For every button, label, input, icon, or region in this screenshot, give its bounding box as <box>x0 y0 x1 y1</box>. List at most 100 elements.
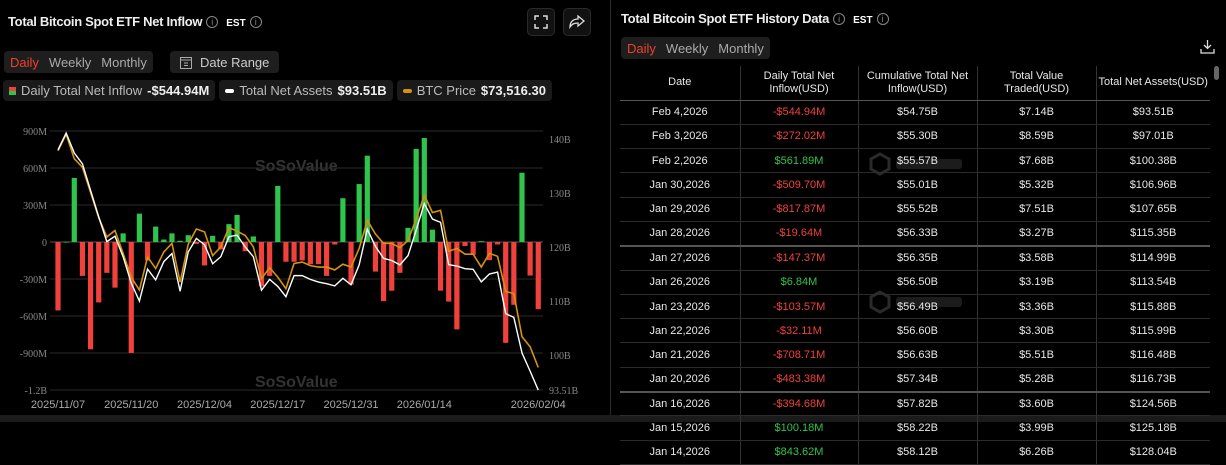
net-assets-cell: $106.96B <box>1096 172 1210 198</box>
net-assets-cell: $114.99B <box>1096 245 1210 271</box>
inflow-bar <box>470 242 476 255</box>
table-row[interactable]: Jan 14,2026 $843.62M $58.12B $6.26B $128.04B <box>620 440 1210 465</box>
y-left-tick-label: -600M <box>20 312 47 323</box>
date-cell: Jan 14,2026 <box>620 440 741 465</box>
daily-inflow-cell: -$817.87M <box>740 197 859 222</box>
info-icon[interactable]: i <box>249 15 262 28</box>
value-traded-cell: $3.60B <box>977 391 1097 417</box>
date-range-button[interactable]: Date Range <box>170 51 280 73</box>
info-icon[interactable]: i <box>876 12 889 25</box>
x-tick-label: 2026/01/14 <box>397 399 452 411</box>
fullscreen-button[interactable] <box>527 8 555 36</box>
inflow-bar <box>372 242 379 272</box>
watermark: SoSoValue <box>255 374 338 391</box>
daily-inflow-cell: -$103.57M <box>740 294 859 320</box>
tab-monthly[interactable]: Monthly <box>101 54 147 70</box>
date-cell: Jan 15,2026 <box>620 415 741 441</box>
date-cell: Jan 27,2026 <box>620 245 741 271</box>
inflow-bar <box>446 242 452 302</box>
daily-inflow-cell: -$147.37M <box>740 245 859 271</box>
table-row[interactable]: Jan 29,2026 -$817.87M $55.52B $7.51B $107.65… <box>620 197 1210 222</box>
value-traded-cell: $5.32B <box>977 172 1097 198</box>
net-inflow-chart[interactable]: 900M 600M 300M 0 -300M -600M -900M -1.2B 140B 130… <box>0 110 600 415</box>
daily-inflow-cell: -$32.11M <box>740 318 859 344</box>
inflow-bar <box>87 242 94 350</box>
inflow-bar <box>71 177 77 242</box>
daily-inflow-cell: -$394.68M <box>740 391 859 417</box>
y-right-tick-label: 130B <box>549 189 571 200</box>
watermark: SoSoValue <box>255 158 338 175</box>
cumulative-inflow-cell: $56.33B <box>858 221 978 247</box>
legend-btc-price[interactable]: BTC Price $73,516.30 <box>396 80 552 101</box>
cumulative-inflow-cell: $55.52B <box>858 197 978 222</box>
daily-inflow-cell: -$483.38M <box>740 367 859 393</box>
table-row[interactable]: Jan 27,2026 -$147.37M $56.35B $3.58B $114.99… <box>620 245 1210 271</box>
inflow-bar <box>153 226 159 242</box>
inflow-bar <box>527 242 533 276</box>
table-row[interactable]: Feb 3,2026 -$272.02M $55.30B $8.59B $97.01B <box>620 124 1210 150</box>
daily-inflow-cell: $6.84M <box>740 270 859 295</box>
table-row[interactable]: Jan 23,2026 -$103.57M $56.49B $3.36B $115.88… <box>620 294 1210 320</box>
inflow-bar <box>307 242 313 265</box>
info-icon[interactable]: i <box>833 12 846 25</box>
tab-weekly[interactable]: Weekly <box>48 54 92 70</box>
inflow-bar <box>340 198 346 242</box>
cumulative-inflow-cell: $54.75B <box>858 100 978 125</box>
cumulative-inflow-cell: $58.22B <box>858 415 978 441</box>
column-header-net-assets[interactable]: Total Net Assets(USD) <box>1096 66 1210 101</box>
tab-daily[interactable]: Daily <box>10 54 39 70</box>
inflow-bar <box>201 242 208 266</box>
share-button[interactable] <box>563 8 591 36</box>
cumulative-inflow-cell: $55.57B <box>858 148 978 174</box>
column-header-date[interactable]: Date <box>620 66 741 101</box>
date-cell: Feb 2,2026 <box>620 148 741 174</box>
inflow-bar <box>55 242 61 311</box>
value-traded-cell: $3.27B <box>977 221 1097 247</box>
table-row[interactable]: Jan 30,2026 -$509.70M $55.01B $5.32B $106.96… <box>620 172 1210 198</box>
y-right-tick-label: 110B <box>549 297 571 308</box>
inflow-bar <box>258 242 265 287</box>
legend-label: BTC Price <box>416 83 476 98</box>
table-row[interactable]: Feb 2,2026 $561.89M $55.57B $7.68B $100.38B <box>620 148 1210 174</box>
column-header-value-traded[interactable]: Total Value Traded(USD) <box>977 66 1097 101</box>
inflow-bar <box>364 155 370 242</box>
y-left-tick-label: 900M <box>23 127 47 138</box>
download-button[interactable] <box>1200 39 1215 59</box>
tab-daily[interactable]: Daily <box>627 40 656 56</box>
legend-total-net-assets[interactable]: Total Net Assets $93.51B <box>219 80 393 101</box>
table-row[interactable]: Jan 16,2026 -$394.68M $57.82B $3.60B $124.56… <box>620 391 1210 417</box>
info-icon[interactable]: i <box>206 15 219 28</box>
net-assets-cell: $113.54B <box>1096 270 1210 295</box>
table-row[interactable]: Feb 4,2026 -$544.94M $54.75B $7.14B $93.51B <box>620 100 1210 125</box>
inflow-bar <box>177 240 183 242</box>
inflow-bar <box>291 242 297 262</box>
chart-title-row: Total Bitcoin Spot ETF Net Inflow i EST i <box>8 13 262 31</box>
table-row[interactable]: Jan 20,2026 -$483.38M $57.34B $5.28B $116.73… <box>620 367 1210 393</box>
table-row[interactable]: Jan 15,2026 $100.18M $58.22B $3.99B $125.18B <box>620 415 1210 441</box>
column-header-daily-inflow[interactable]: Daily Total Net Inflow(USD) <box>740 66 859 101</box>
inflow-bar <box>96 242 102 303</box>
total-net-assets-line <box>57 131 539 391</box>
table-row[interactable]: Jan 28,2026 -$19.64M $56.33B $3.27B $115.35B <box>620 221 1210 247</box>
net-assets-cell: $93.51B <box>1096 100 1210 125</box>
inflow-bar <box>494 242 501 245</box>
table-row[interactable]: Jan 22,2026 -$32.11M $56.60B $3.30B $115.99B <box>620 318 1210 344</box>
inflow-bar <box>462 242 468 246</box>
column-header-cumulative-inflow[interactable]: Cumulative Total Net Inflow(USD) <box>858 66 978 101</box>
daily-inflow-cell: $100.18M <box>740 415 859 441</box>
table-row[interactable]: Jan 26,2026 $6.84M $56.50B $3.19B $113.54B <box>620 270 1210 295</box>
date-cell: Jan 22,2026 <box>620 318 741 344</box>
tab-weekly[interactable]: Weekly <box>665 40 709 56</box>
legend-net-inflow[interactable]: Daily Total Net Inflow -$544.94M <box>3 80 216 101</box>
table-scrollbar[interactable] <box>1214 66 1219 80</box>
inflow-bar <box>104 242 110 273</box>
table-row[interactable]: Jan 21,2026 -$708.71M $56.63B $5.51B $116.48… <box>620 342 1210 368</box>
net-assets-cell: $97.01B <box>1096 124 1210 150</box>
y-left-tick-label: 300M <box>23 201 47 212</box>
x-tick-label: 2025/12/31 <box>324 399 379 411</box>
net-assets-cell: $115.35B <box>1096 221 1210 247</box>
white-swatch-icon <box>225 88 235 93</box>
cumulative-inflow-cell: $57.34B <box>858 367 978 393</box>
fullscreen-icon <box>534 15 548 29</box>
tab-monthly[interactable]: Monthly <box>718 40 764 56</box>
